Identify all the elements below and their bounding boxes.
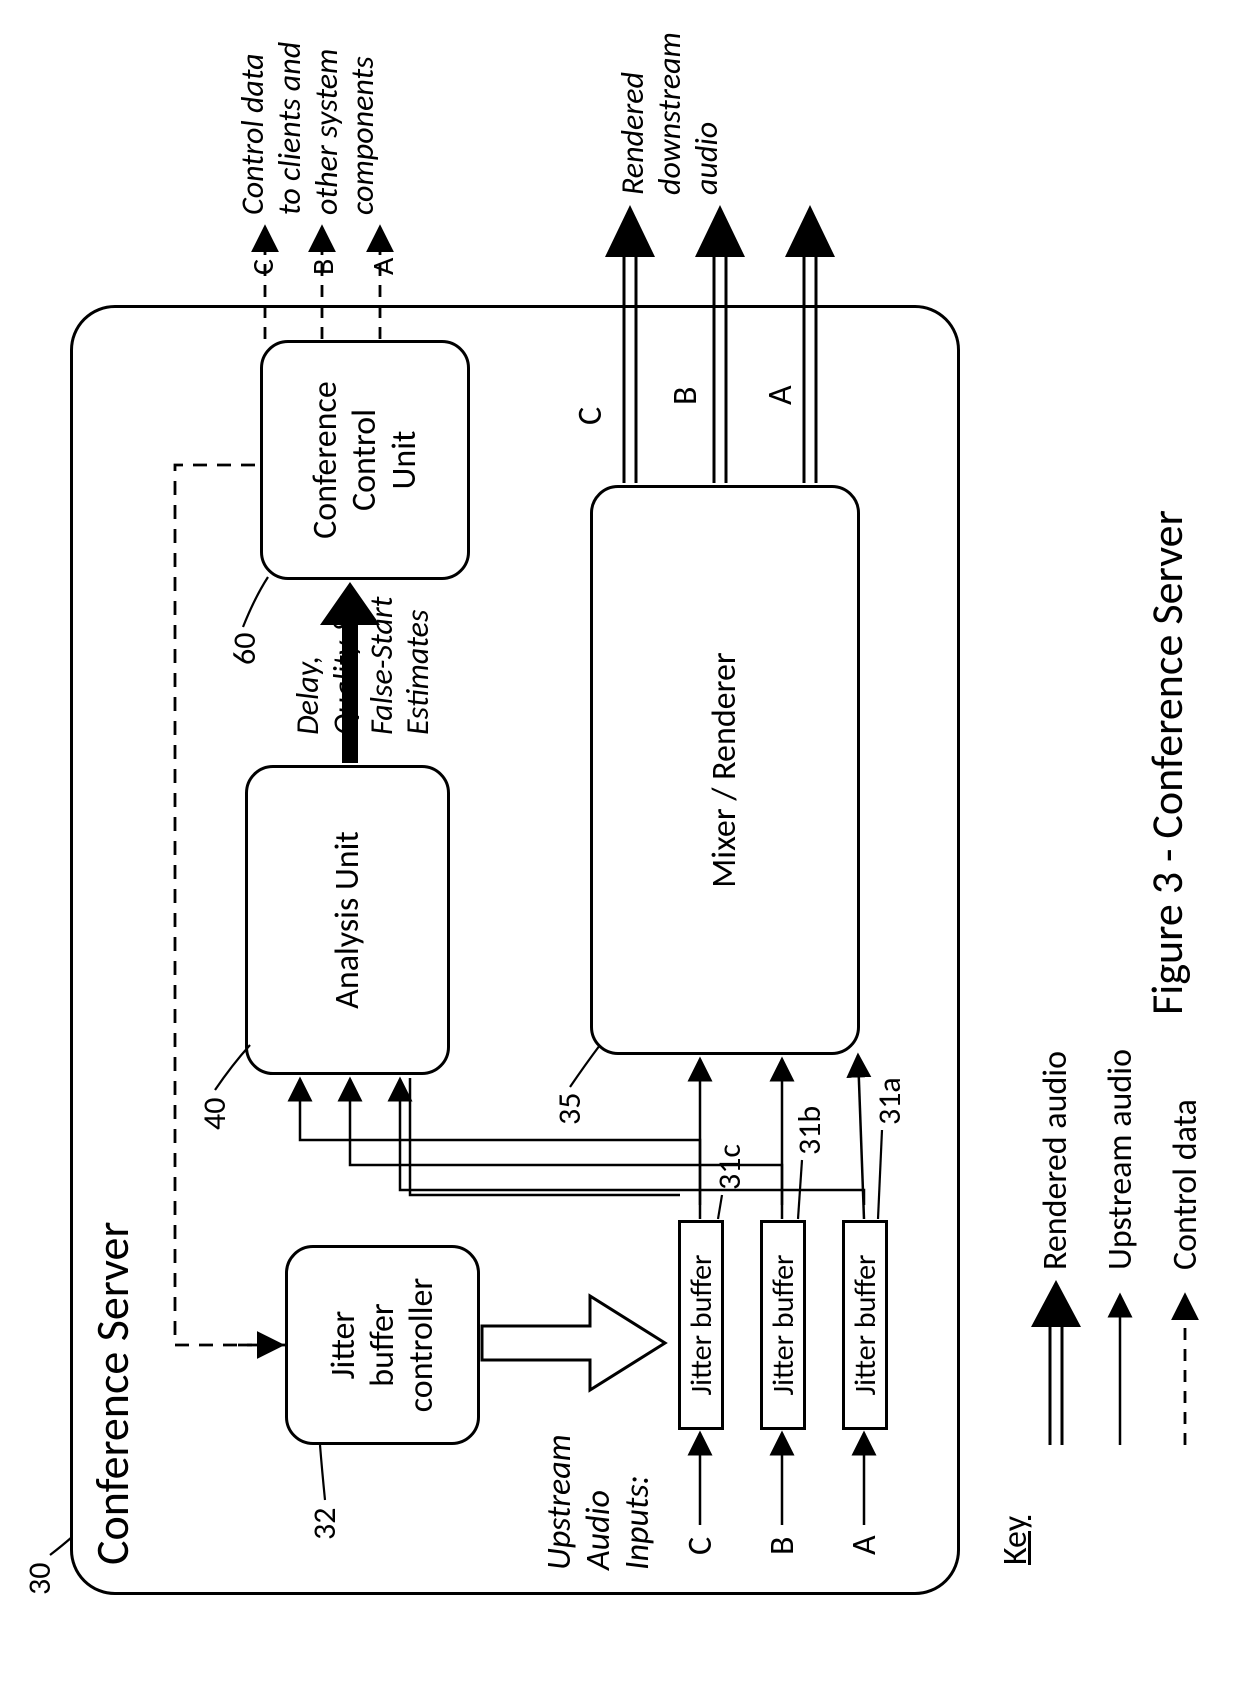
- arrows-layer: [0, 0, 1240, 1695]
- rotated-drawing: 30 Conference Server Jitter buffer contr…: [0, 0, 1240, 1695]
- page-canvas: 30 Conference Server Jitter buffer contr…: [0, 0, 1240, 1695]
